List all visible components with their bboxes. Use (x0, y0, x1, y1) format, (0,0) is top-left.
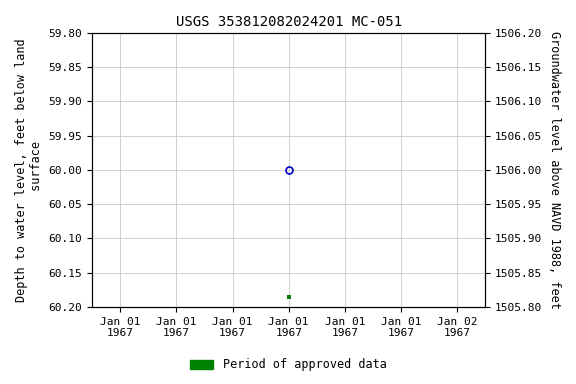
Y-axis label: Groundwater level above NAVD 1988, feet: Groundwater level above NAVD 1988, feet (548, 31, 561, 309)
Legend: Period of approved data: Period of approved data (185, 354, 391, 376)
Title: USGS 353812082024201 MC-051: USGS 353812082024201 MC-051 (176, 15, 402, 29)
Y-axis label: Depth to water level, feet below land
 surface: Depth to water level, feet below land su… (15, 38, 43, 302)
